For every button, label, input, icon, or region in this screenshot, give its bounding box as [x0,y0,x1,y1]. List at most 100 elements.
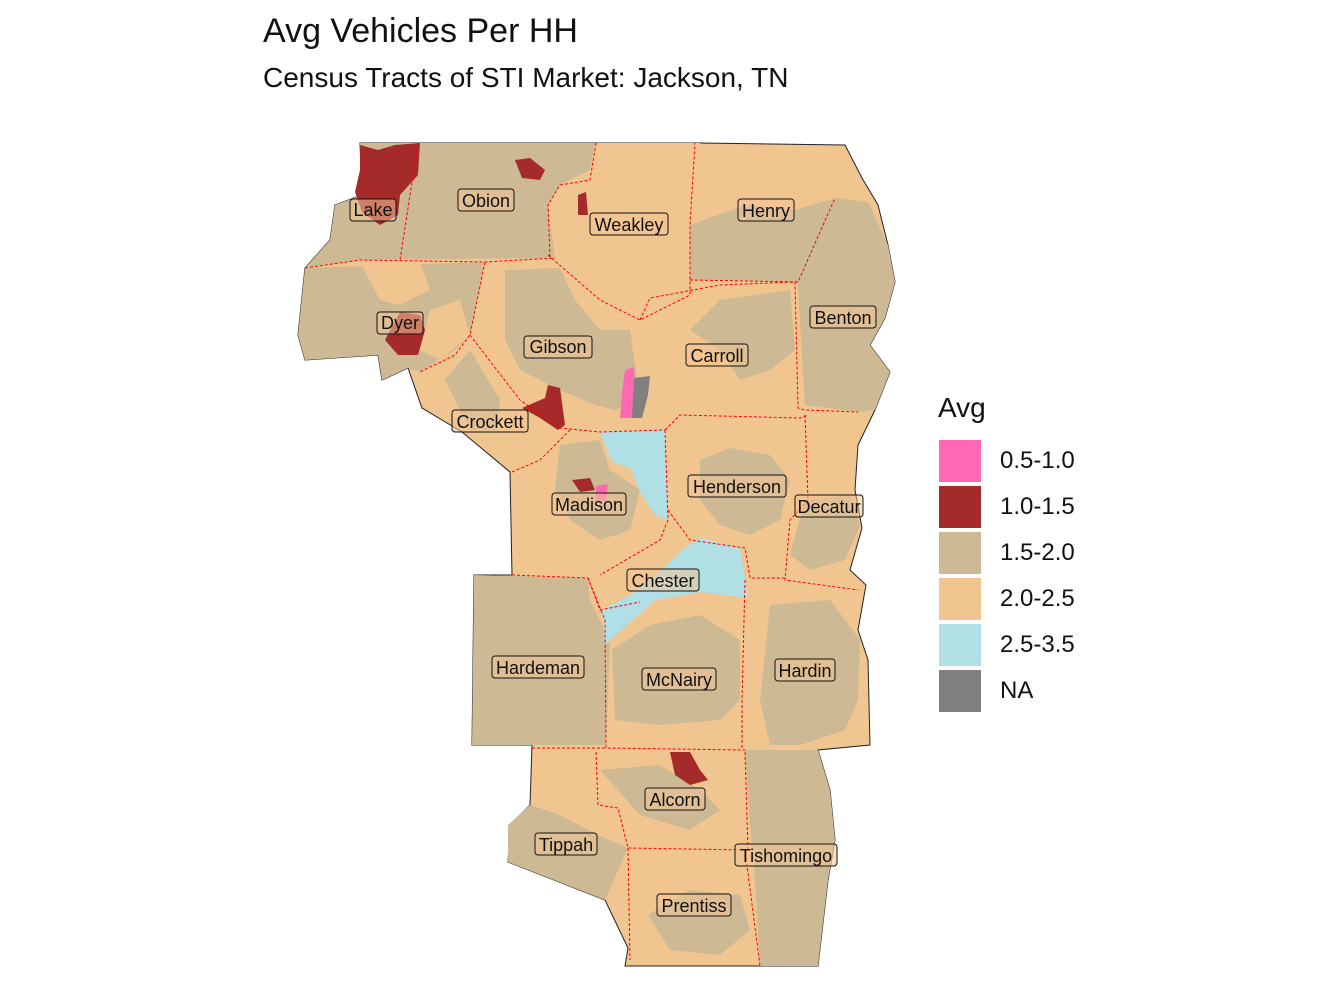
svg-text:Hardin: Hardin [778,661,831,681]
tract [420,300,470,360]
county-border [639,281,859,413]
county-label-gibson: Gibson [523,335,593,359]
legend-label: 2.0-2.5 [1000,585,1075,612]
legend: Avg 0.5-1.0 1.0-1.5 1.5-2.0 2.0-2.5 2.5-… [938,392,1075,714]
county-border [664,414,809,431]
county-label-chester: Chester [626,568,700,592]
county-border [419,261,486,373]
county-border [741,579,746,750]
tract [690,205,798,282]
svg-text:Benton: Benton [814,308,871,328]
map-title: Avg Vehicles Per HH [263,12,578,50]
legend-swatch [938,485,982,529]
svg-text:Tishomingo: Tishomingo [740,846,832,866]
county-label-tippah: Tippah [534,832,598,856]
svg-text:Obion: Obion [462,191,510,211]
county-label-prentiss: Prentiss [656,893,732,917]
legend-item: 1.0-1.5 [938,484,1075,530]
county-label-alcorn: Alcorn [644,787,706,811]
map-subtitle: Census Tracts of STI Market: Jackson, TN [263,62,789,93]
county-label-lake: Lake [349,198,397,222]
svg-text:McNairy: McNairy [646,670,712,690]
county-label-henderson: Henderson [687,474,787,498]
county-border [599,429,669,576]
svg-text:Tippah: Tippah [539,835,593,855]
county-border [587,577,746,751]
svg-text:Dyer: Dyer [381,313,419,333]
tracts-na [632,376,650,418]
svg-text:Weakley: Weakley [595,215,664,235]
county-label-decatur: Decatur [794,494,864,518]
legend-item: 0.5-1.0 [938,438,1075,484]
legend-label: NA [1000,677,1034,704]
legend-label: 1.5-2.0 [1000,539,1075,566]
tract [795,198,895,412]
county-label-henry: Henry [737,198,795,222]
county-label-hardin: Hardin [774,658,836,682]
svg-text:Lake: Lake [353,200,392,220]
county-borders [304,142,859,967]
legend-item: 1.5-2.0 [938,530,1075,576]
legend-swatch [938,623,982,667]
county-label-benton: Benton [809,305,877,329]
county-border [304,257,556,269]
county-border [547,142,597,259]
county-border [784,414,859,591]
county-label-tishomingo: Tishomingo [734,843,838,867]
tract [670,752,708,785]
legend-swatch [938,531,982,575]
tract [360,262,430,305]
county-label-madison: Madison [551,492,627,516]
legend-swatch [938,577,982,621]
county-border [469,334,666,433]
svg-text:Decatur: Decatur [797,497,860,517]
svg-text:Gibson: Gibson [529,337,586,357]
legend-item: 2.5-3.5 [938,622,1075,668]
county-label-weakley: Weakley [589,212,669,236]
legend-swatch [938,439,982,483]
county-label-obion: Obion [457,188,515,212]
tract [522,385,565,430]
legend-item: 2.0-2.5 [938,576,1075,622]
svg-text:Madison: Madison [555,495,623,515]
tract [590,143,700,225]
tract [632,376,650,418]
county-label-crockett: Crockett [451,409,529,433]
county-border [511,574,641,611]
tract [690,290,795,380]
county-border [689,197,836,283]
legend-title: Avg [938,392,986,423]
tracts-2.0-2.5 [360,143,700,360]
county-border [744,751,749,851]
svg-text:Henry: Henry [742,201,790,221]
svg-text:Hardeman: Hardeman [496,658,580,678]
tract [515,158,545,180]
svg-text:Alcorn: Alcorn [649,790,700,810]
svg-text:Henderson: Henderson [693,477,781,497]
county-border [595,751,761,967]
svg-text:Carroll: Carroll [690,346,743,366]
legend-label: 2.5-3.5 [1000,631,1075,658]
county-label-dyer: Dyer [376,311,424,335]
legend-label: 0.5-1.0 [1000,447,1075,474]
county-border [667,509,785,579]
legend-item: NA [938,668,1075,714]
tract [620,367,636,418]
county-border [511,429,571,473]
legend-swatch [938,669,982,713]
svg-text:Chester: Chester [631,571,694,591]
svg-text:Prentiss: Prentiss [661,896,726,916]
county-labels: Lake Obion Weakley Henry Dyer Gibson Car… [349,188,877,917]
county-border [547,142,696,321]
tract [572,478,595,492]
tract [600,430,668,520]
county-border [627,847,631,961]
svg-text:Crockett: Crockett [456,412,523,432]
county-label-hardeman: Hardeman [491,655,585,679]
legend-label: 1.0-1.5 [1000,493,1075,520]
county-label-mcnairy: McNairy [641,667,717,691]
county-border [399,142,419,261]
tract [578,192,588,215]
county-label-carroll: Carroll [685,343,749,367]
